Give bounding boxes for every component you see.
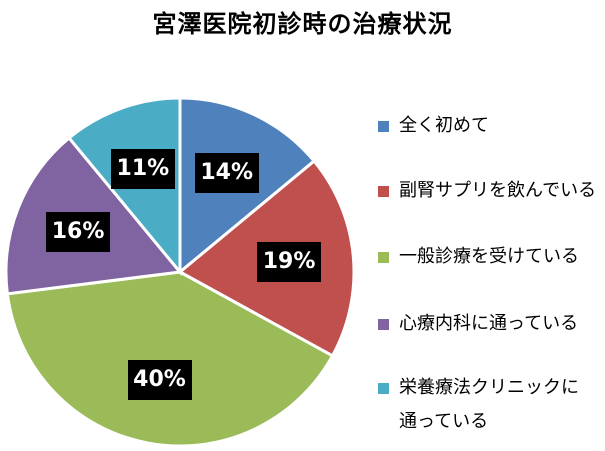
legend-label: 副腎サプリを飲んでいる (399, 180, 597, 201)
legend-label: 栄養療法クリニックに (399, 377, 579, 398)
data-label-5: 11% (110, 148, 175, 189)
legend-swatch (378, 186, 389, 197)
legend-label: 通っている (399, 411, 489, 432)
data-label-3: 40% (127, 359, 192, 400)
data-label-4: 16% (46, 211, 111, 252)
legend-label: 一般診療を受けている (399, 246, 579, 267)
legend-swatch (378, 121, 389, 132)
data-label-2: 19% (257, 241, 322, 282)
legend-label: 心療内科に通っている (399, 313, 579, 334)
data-label-1: 14% (194, 152, 259, 193)
legend-swatch (378, 383, 389, 394)
legend-swatch (378, 252, 389, 263)
pie-slice-3 (5, 270, 335, 448)
chart-title: 宮澤医院初診時の治療状況 (152, 10, 453, 38)
legend-swatch (378, 319, 389, 330)
legend-label: 全く初めて (399, 115, 489, 136)
